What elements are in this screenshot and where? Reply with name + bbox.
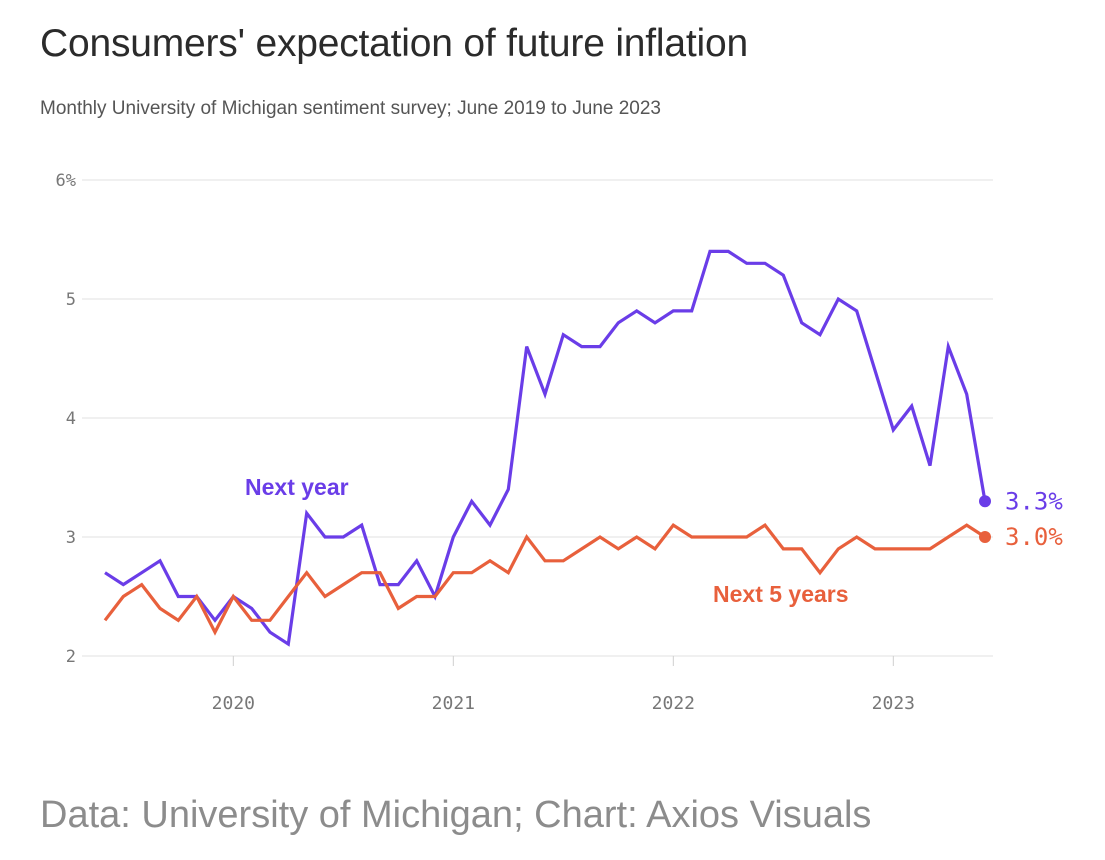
chart-title: Consumers' expectation of future inflati… [40, 22, 748, 65]
series-end-label-next-5-years: 3.0% [1005, 523, 1063, 551]
y-tick-label: 4 [66, 409, 76, 429]
series-end-point-next-5-years [979, 531, 991, 543]
x-tick-label: 2021 [432, 693, 475, 714]
y-tick-label: 5 [66, 290, 76, 310]
series-labels: 3.3% 3.0% Next year Next 5 years [245, 474, 1063, 607]
x-tick-label: 2023 [872, 693, 915, 714]
series-line-next-5-years [103, 522, 986, 636]
series-end-point-next-year [979, 495, 991, 508]
series-name-label-next-year: Next year [245, 474, 349, 500]
y-tick-label: 2 [66, 647, 76, 667]
line-chart: 2 3 4 5 6% 2020 2021 2022 2023 3.3% 3.0% Next yea… [56, 171, 1064, 714]
y-tick-label: 3 [66, 528, 76, 548]
series-name-label-next-5-years: Next 5 years [713, 581, 849, 607]
x-tick-label: 2020 [212, 693, 255, 714]
y-tick-label: 6% [56, 171, 76, 191]
x-tick-label: 2022 [652, 693, 695, 714]
series-line-next-year [104, 249, 987, 647]
x-axis-ticks: 2020 2021 2022 2023 [212, 656, 915, 714]
chart-subtitle: Monthly University of Michigan sentiment… [40, 98, 661, 119]
grid-layer [82, 179, 993, 657]
series-end-label-next-year: 3.3% [1005, 487, 1063, 515]
source-credit: Data: University of Michigan; Chart: Axi… [40, 794, 872, 836]
y-axis-ticks: 2 3 4 5 6% [56, 171, 76, 667]
series-layer [103, 249, 991, 647]
